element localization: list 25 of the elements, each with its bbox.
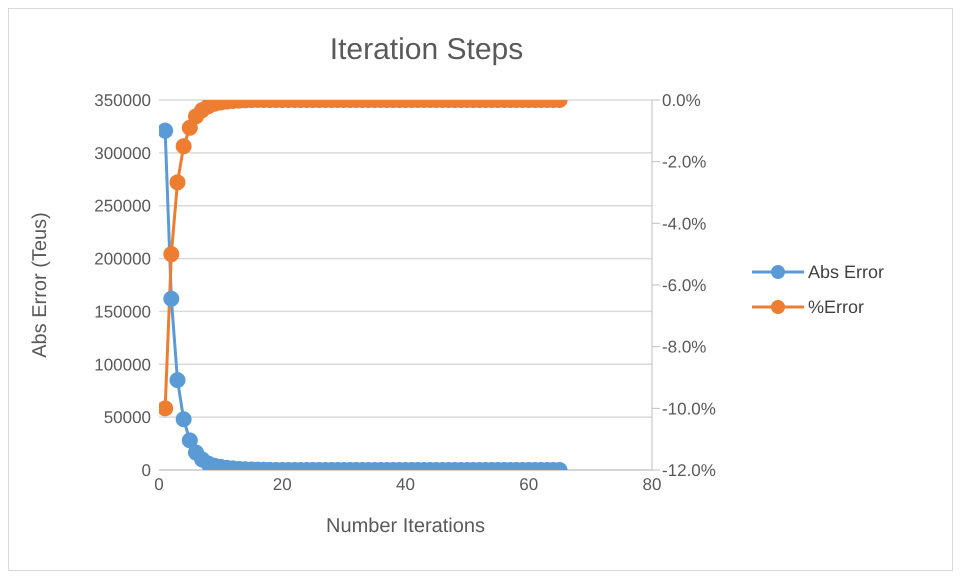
y2-tick-label: -12.0% bbox=[662, 461, 716, 480]
y2-tick-label: 0.0% bbox=[662, 91, 701, 110]
y2-tick-label: -4.0% bbox=[662, 214, 706, 234]
y-tick-label: 250000 bbox=[94, 196, 151, 216]
y-tick-label: 350000 bbox=[94, 91, 151, 110]
x-tick-label: 0 bbox=[154, 475, 164, 494]
y-axis-title: Abs Error (Teus) bbox=[29, 212, 52, 358]
y-tick-label: 200000 bbox=[94, 250, 151, 269]
x-axis-title: Number Iterations bbox=[326, 515, 485, 537]
x-tick-label: 80 bbox=[642, 475, 662, 494]
y-tick-label: 50000 bbox=[104, 408, 151, 428]
legend-label: %Error bbox=[808, 296, 864, 318]
legend-label: Abs Error bbox=[808, 262, 884, 282]
x-tick-label: 60 bbox=[519, 475, 538, 494]
y2-tick-label: -8.0% bbox=[662, 338, 706, 357]
y-tick-label: 100000 bbox=[94, 355, 151, 374]
x-tick-label: 40 bbox=[396, 475, 415, 494]
y2-tick-label: -10.0% bbox=[662, 399, 716, 418]
y2-tick-label: -6.0% bbox=[662, 276, 706, 296]
x-tick-label: 20 bbox=[272, 475, 292, 494]
y-tick-label: 0 bbox=[142, 461, 151, 480]
y-tick-label: 300000 bbox=[94, 144, 151, 163]
y-tick-label: 150000 bbox=[94, 302, 151, 322]
chart-title: Iteration Steps bbox=[328, 33, 524, 67]
y2-tick-label: -2.0% bbox=[662, 152, 706, 172]
